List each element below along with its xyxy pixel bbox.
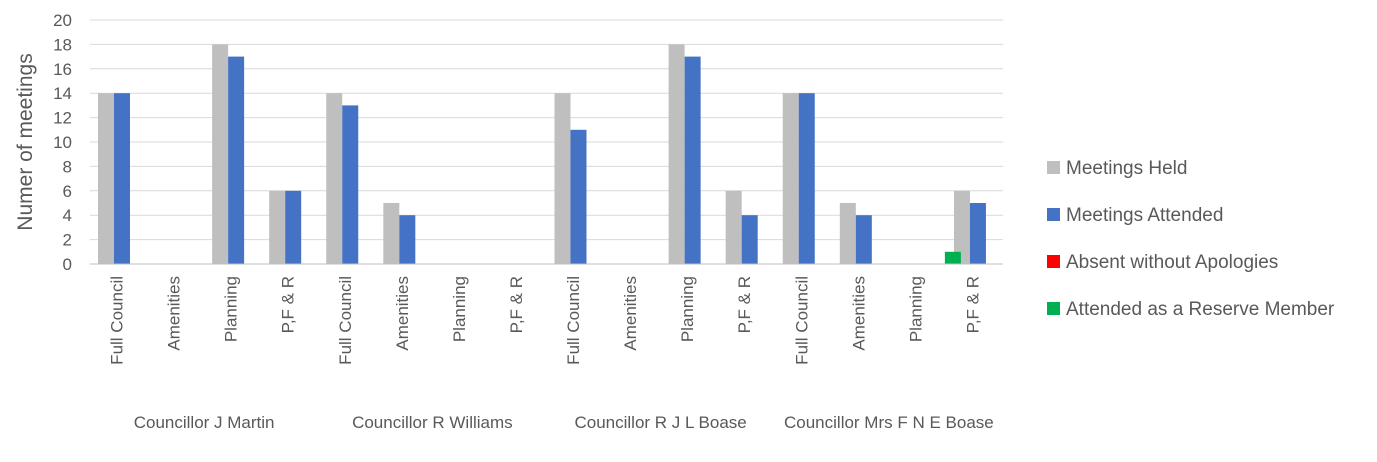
- x-tick-label: P,F & R: [279, 276, 298, 333]
- bar-meetings-held: [725, 190, 742, 264]
- x-tick-label: Amenities: [165, 276, 184, 351]
- bar-meetings-attended: [114, 93, 130, 264]
- y-tick-label: 18: [53, 35, 72, 54]
- bar-meetings-held: [782, 93, 799, 264]
- y-axis-title: Numer of meetings: [14, 53, 37, 230]
- x-tick-label: Planning: [450, 276, 469, 342]
- y-tick-label: 6: [63, 182, 72, 201]
- bar-attended-as-a-reserve-member: [944, 251, 961, 264]
- legend-swatch: [1047, 255, 1060, 268]
- legend-swatch: [1047, 302, 1060, 315]
- x-tick-label: P,F & R: [963, 276, 982, 333]
- y-tick-label: 14: [53, 84, 72, 103]
- x-tick-label: Full Council: [792, 276, 811, 365]
- y-tick-label: 2: [63, 231, 72, 250]
- y-tick-label: 4: [63, 206, 72, 225]
- legend-swatch: [1047, 208, 1060, 221]
- x-tick-label: P,F & R: [507, 276, 526, 333]
- x-tick-label: Amenities: [621, 276, 640, 351]
- group-label: Councillor Mrs F N E Boase: [784, 413, 994, 432]
- bar-meetings-held: [383, 203, 400, 264]
- y-tick-label: 8: [63, 157, 72, 176]
- x-tick-label: Amenities: [393, 276, 412, 351]
- bar-meetings-attended: [570, 129, 587, 264]
- bar-meetings-attended: [741, 215, 758, 264]
- bar-meetings-attended: [228, 56, 245, 264]
- group-label: Councillor R J L Boase: [574, 413, 746, 432]
- bar-meetings-attended: [399, 215, 416, 264]
- y-axis-ticks: 0 2 4 6 8 10 12 14 16 18 20: [53, 11, 72, 274]
- legend-label: Meetings Attended: [1066, 205, 1223, 226]
- bar-meetings-attended: [798, 93, 815, 264]
- y-tick-label: 16: [53, 60, 72, 79]
- bar-meetings-held: [839, 203, 856, 264]
- bar-meetings-held: [554, 93, 571, 264]
- bar-meetings-attended: [285, 190, 302, 264]
- bar-meetings-held: [98, 93, 114, 264]
- group-label: Councillor J Martin: [134, 413, 275, 432]
- y-tick-label: 10: [53, 133, 72, 152]
- group-labels: Councillor J Martin Councillor R Williams…: [134, 413, 994, 432]
- bar-meetings-held: [668, 44, 685, 265]
- legend-label: Attended as a Reserve Member: [1066, 299, 1335, 320]
- group-label: Councillor R Williams: [352, 413, 513, 432]
- bar-meetings-attended: [855, 215, 872, 264]
- legend: Meetings Held Meetings Attended Absent wit…: [1047, 158, 1335, 320]
- x-tick-label: Planning: [678, 276, 697, 342]
- x-tick-label: P,F & R: [735, 276, 754, 333]
- x-tick-label: Planning: [906, 276, 925, 342]
- x-tick-label: Full Council: [108, 276, 127, 365]
- y-tick-label: 0: [63, 255, 72, 274]
- bar-meetings-attended: [342, 105, 359, 265]
- bar-meetings-held: [326, 93, 343, 264]
- legend-label: Absent without Apologies: [1066, 252, 1278, 273]
- category-labels: Full Council Amenities Planning P,F & R Full…: [108, 276, 983, 365]
- bars: [98, 44, 986, 265]
- bar-meetings-held: [212, 44, 229, 265]
- legend-label: Meetings Held: [1066, 158, 1187, 179]
- x-tick-label: Amenities: [849, 276, 868, 351]
- y-tick-label: 12: [53, 109, 72, 128]
- x-tick-label: Full Council: [564, 276, 583, 365]
- legend-swatch: [1047, 161, 1060, 174]
- bar-meetings-attended: [684, 56, 701, 264]
- x-tick-label: Planning: [222, 276, 241, 342]
- y-tick-label: 20: [53, 11, 72, 30]
- bar-meetings-held: [953, 190, 970, 264]
- bar-meetings-held: [269, 190, 286, 264]
- bar-meetings-attended: [969, 203, 986, 264]
- x-tick-label: Full Council: [336, 276, 355, 365]
